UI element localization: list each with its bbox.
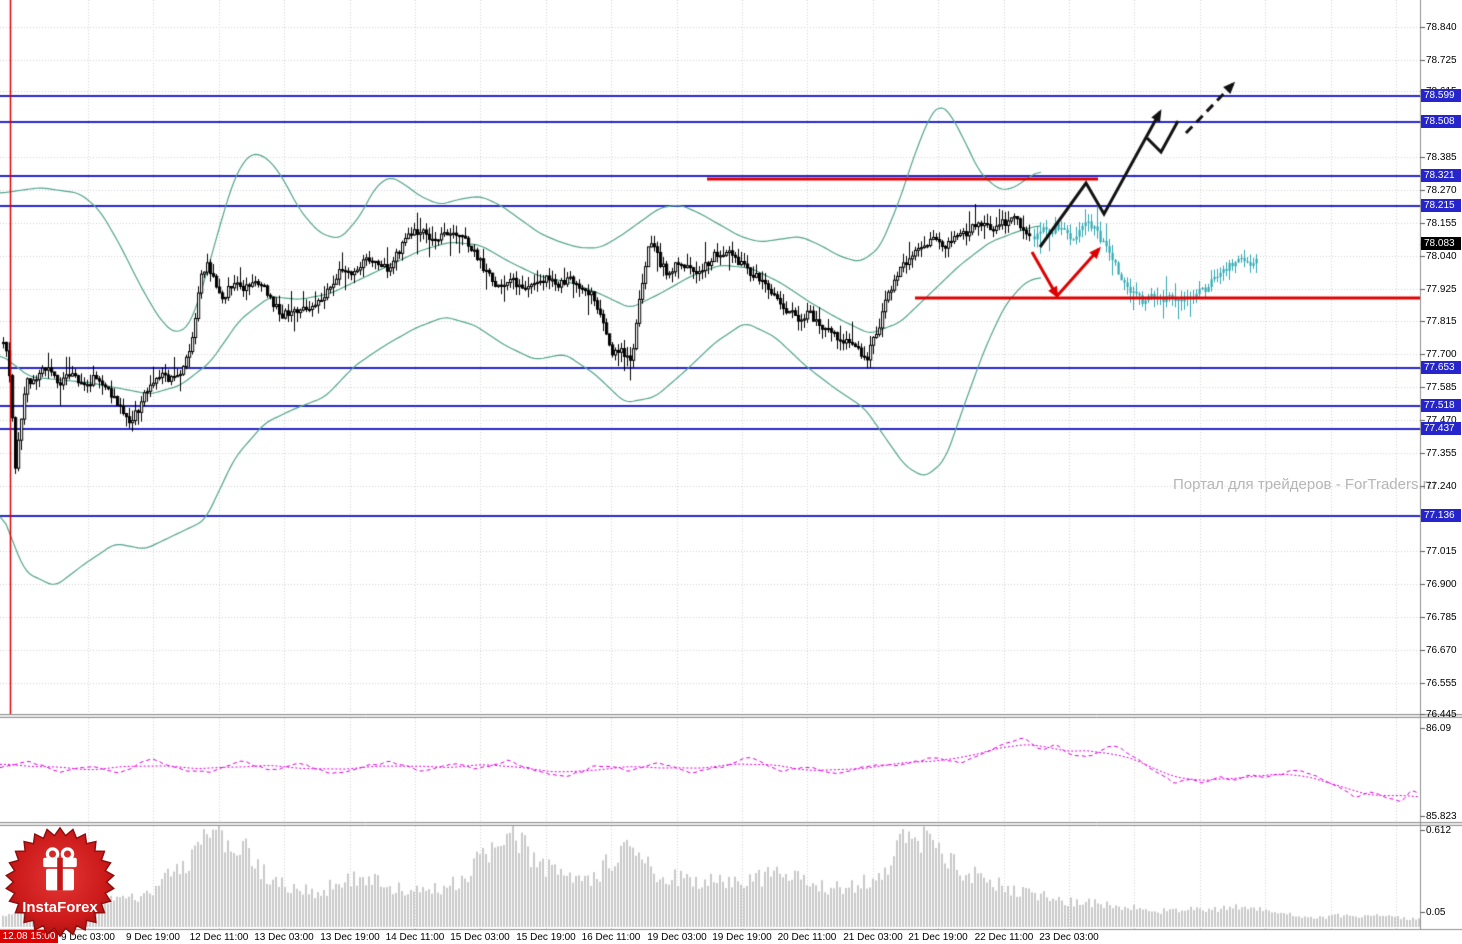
logo-brand-text: InstaForex <box>22 899 98 916</box>
logo-svg: InstaForex <box>5 826 115 938</box>
instaforex-logo: InstaForex <box>4 824 116 940</box>
gift-icon <box>43 847 77 891</box>
